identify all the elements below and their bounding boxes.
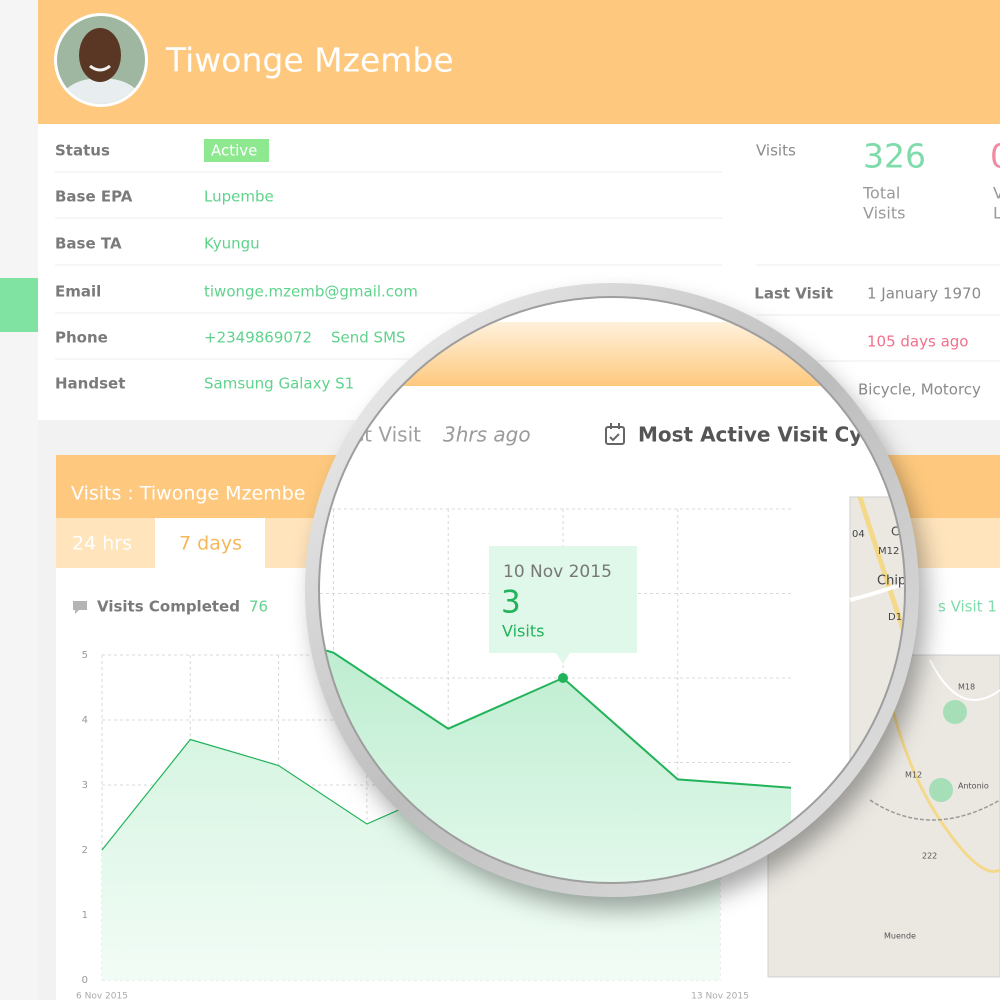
status-badge: [204, 139, 269, 162]
area: [318, 618, 791, 884]
map-label: M12: [905, 771, 922, 780]
map-label: Antonio: [958, 782, 989, 791]
detail-label: Base TA: [55, 235, 122, 253]
tooltip: 10 Nov 2015 3 Visits: [489, 546, 637, 664]
y-tick-label: 0: [82, 975, 88, 986]
details: Status Active Base EPA Lupembe Base TA Kyungu…: [55, 139, 722, 393]
map-title: s Visit 1: [938, 598, 997, 616]
detail-value: Samsung Galaxy S1: [204, 375, 354, 393]
last-visit-ago: 105 days ago: [867, 333, 968, 351]
lens-map-label: M12: [878, 546, 899, 557]
detail-action[interactable]: Send SMS: [331, 329, 406, 347]
map-border: [869, 799, 1000, 821]
lens-map-road: [849, 568, 906, 602]
stat-caption: V: [993, 184, 1000, 203]
x-tick-label: 6 Nov 2015: [76, 992, 128, 1000]
sidebar-active[interactable]: [0, 278, 38, 332]
lens-map-label: D128: [888, 612, 915, 623]
stat-value: 0: [990, 137, 1000, 176]
point[interactable]: [558, 673, 568, 683]
stat-value: 326: [863, 137, 926, 176]
last-visit-date: 1 January 1970: [867, 285, 981, 303]
detail-label: Handset: [55, 375, 125, 393]
avatar-shirt: [61, 78, 141, 104]
lens-map-label: Chipata: [877, 574, 927, 589]
lens-rim: [305, 283, 919, 897]
tooltip-value: 3: [501, 585, 521, 621]
lens-inner-edge: [318, 296, 906, 884]
tab-active[interactable]: [155, 518, 265, 568]
map-label: Muende: [884, 932, 916, 941]
sidebar: [0, 0, 38, 1000]
avatar-smile: [89, 64, 111, 72]
detail-value: tiwonge.mzemb@gmail.com: [204, 283, 418, 301]
lens-cycle-label: Most Active Visit Cycle: [638, 423, 895, 447]
detail-label: Status: [55, 142, 110, 160]
completed-value: 76: [249, 598, 268, 616]
map-road: [929, 659, 1000, 701]
tooltip-box: [489, 546, 637, 653]
completed-label: Visits Completed: [97, 598, 240, 616]
tooltip-date: 10 Nov 2015: [503, 562, 612, 582]
tab[interactable]: 24 hrs: [72, 533, 132, 555]
map-point[interactable]: [929, 778, 953, 802]
calendar-icon: [605, 423, 625, 445]
detail-value: +2349869072: [204, 329, 312, 347]
avatar: [57, 16, 145, 104]
avatar-face: [79, 28, 121, 82]
x-tick-label: 13 Nov 2015: [691, 992, 749, 1000]
y-tick-label: 2: [82, 845, 88, 856]
transport: Bicycle, Motorcy: [858, 381, 981, 399]
detail-label: Phone: [55, 329, 108, 347]
chat-icon: [73, 601, 87, 614]
header: [38, 0, 1000, 124]
visits-label: Visits: [756, 142, 796, 160]
area: [102, 739, 720, 980]
stat-caption: Total: [862, 184, 900, 203]
map-label: M18: [958, 683, 975, 692]
stat-caption: L: [993, 204, 1000, 223]
detail-label: Email: [55, 283, 101, 301]
line: [318, 617, 791, 798]
map-label: 222: [922, 852, 937, 861]
calendar-frame: [605, 426, 625, 445]
y-tick-label: 1: [82, 910, 88, 921]
y-tick-label: 3: [82, 780, 88, 791]
lens-last-visit-value: 3hrs ago: [443, 423, 531, 447]
card-title: Visits : Tiwonge Mzembe: [71, 483, 305, 505]
tooltip-unit: Visits: [502, 622, 544, 641]
tab[interactable]: 7 days: [179, 533, 242, 555]
map-labels: M18 M12 Antonio 222 Muende: [884, 683, 989, 941]
detail-value: Lupembe: [204, 188, 274, 206]
calendar-check: [609, 433, 620, 442]
y-tick-label: 5: [82, 650, 88, 661]
status-value: Active: [211, 142, 257, 160]
tooltip-pointer: [556, 653, 570, 664]
lens-map-road: [857, 496, 906, 761]
y-tick-label: 4: [82, 715, 88, 726]
stat-caption: Visits: [863, 204, 905, 223]
last-visit-label: Last Visit: [754, 285, 833, 303]
detail-value: Kyungu: [204, 235, 260, 253]
map-point[interactable]: [943, 700, 967, 724]
lens-map-label: 04: [852, 529, 865, 540]
profile-name: Tiwonge Mzembe: [165, 41, 454, 80]
detail-label: Base EPA: [55, 188, 133, 206]
